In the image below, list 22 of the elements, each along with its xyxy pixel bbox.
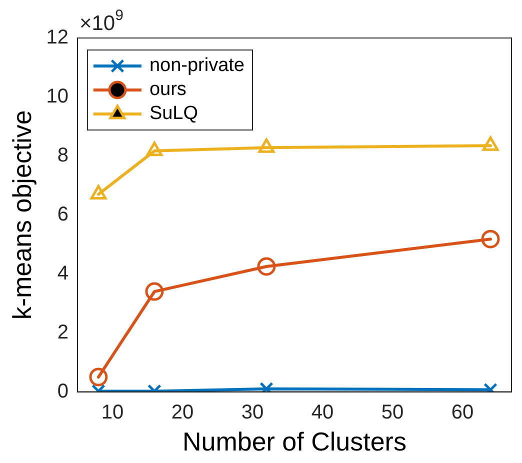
legend-label: non-private [149, 55, 245, 76]
y-tick-label: 12 [46, 26, 68, 49]
y-tick-label: 10 [46, 85, 68, 108]
y-axis-title: k-means objective [6, 110, 37, 320]
x-axis-title: Number of Clusters [182, 426, 406, 457]
point [90, 185, 107, 200]
x-tick-label: 40 [311, 401, 334, 424]
y-tick-label: 2 [57, 321, 68, 344]
y-tick-label: 8 [57, 144, 68, 166]
x-tick-label: 10 [101, 401, 124, 424]
y-tick-label: 4 [57, 262, 68, 284]
legend-label: ours [149, 79, 186, 100]
legend-label: SuLQ [149, 103, 198, 124]
x-tick-label: 50 [381, 401, 404, 424]
y-tick-label: 6 [57, 203, 68, 226]
point [258, 138, 275, 153]
x-tick-label: 30 [241, 401, 264, 424]
point [482, 136, 499, 151]
x-tick-label: 60 [451, 401, 474, 424]
y-tick-label: 0 [57, 380, 68, 402]
x-tick-label: 20 [171, 401, 194, 424]
point [146, 142, 163, 156]
